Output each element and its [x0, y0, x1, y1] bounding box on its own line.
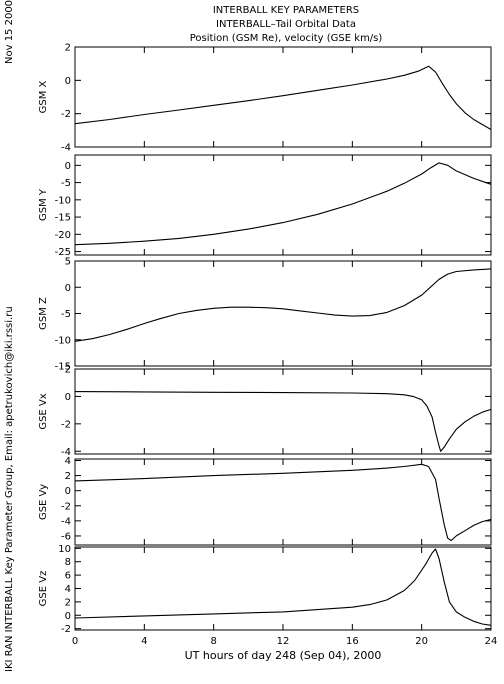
y-tick-label: -6 [61, 531, 71, 542]
y-tick-label: -20 [55, 230, 71, 241]
y-tick-label: -2 [61, 419, 71, 430]
panel-frame [74, 46, 492, 148]
y-tick-label: 0 [65, 486, 71, 497]
y-tick-label: 0 [65, 392, 71, 403]
y-axis-label: GSE Vz [38, 571, 49, 607]
y-tick-label: -2 [61, 501, 71, 512]
x-tick-label: 20 [415, 636, 428, 647]
y-tick-label: 2 [65, 471, 71, 482]
panel-4: -4 -2 0 2 GSE Vx [38, 365, 492, 458]
y-tick-label: 4 [65, 584, 71, 595]
panel-frame [74, 368, 492, 455]
y-tick-label: 10 [58, 544, 71, 555]
side-credit-label: IKI RAN INTERBALL Key Parameter Group, E… [4, 306, 15, 672]
y-tick-label: 6 [65, 571, 71, 582]
title-line-2: INTERBALL–Tail Orbital Data [216, 19, 356, 30]
y-tick-label: 2 [65, 597, 71, 608]
y-tick-label: -15 [55, 213, 71, 224]
x-tick-label: 16 [346, 636, 359, 647]
series-line-6 [74, 548, 492, 626]
y-tick-label: 0 [65, 283, 71, 294]
panel-frame [74, 260, 492, 367]
y-axis-label: GSM Z [38, 297, 49, 330]
y-tick-label: -4 [61, 447, 71, 458]
y-tick-label: 4 [65, 456, 71, 467]
y-tick-label: 0 [65, 611, 71, 622]
panel-frame [74, 458, 492, 546]
x-tick-label: 0 [72, 636, 78, 647]
panel-1: -4 -2 0 2 GSM X [38, 43, 492, 154]
x-tick-label: 8 [210, 636, 216, 647]
y-axis-label: GSM Y [38, 188, 49, 221]
y-tick-label: 5 [65, 257, 71, 268]
series-line-2 [74, 162, 492, 246]
y-tick-label: 2 [65, 43, 71, 54]
y-tick-label: -15 [55, 362, 71, 373]
series-line-1 [74, 65, 492, 130]
y-tick-label: -4 [61, 516, 71, 527]
date-stamp: Nov 15 2000 [4, 0, 15, 64]
series-line-4 [74, 391, 492, 452]
x-axis-label: UT hours of day 248 (Sep 04), 2000 [185, 649, 382, 662]
y-tick-label: -2 [61, 624, 71, 635]
y-tick-label: -5 [61, 178, 71, 189]
y-axis-label: GSM X [38, 80, 49, 113]
panel-frame [74, 154, 492, 256]
x-tick-label: 12 [277, 636, 290, 647]
y-tick-label: -10 [55, 195, 71, 206]
panel-6: -2 0 2 4 6 8 10 GSE Vz [38, 544, 492, 635]
y-axis-label: GSE Vx [38, 393, 49, 429]
y-tick-label: -25 [55, 247, 71, 258]
y-tick-label: 2 [65, 365, 71, 376]
series-line-3 [74, 268, 492, 342]
panel-2: -25 -20 -15 -10 -5 0 GSM Y [38, 154, 492, 258]
y-tick-label: -10 [55, 335, 71, 346]
y-tick-label: 0 [65, 76, 71, 87]
y-tick-label: -5 [61, 309, 71, 320]
title-line-1: INTERBALL KEY PARAMETERS [213, 5, 359, 16]
series-line-5 [74, 463, 492, 542]
y-tick-label: 8 [65, 557, 71, 568]
y-tick-label: -4 [61, 143, 71, 154]
title-line-3: Position (GSM Re), velocity (GSE km/s) [190, 33, 383, 44]
panel-5: -6 -4 -2 0 2 4 GSE Vy [38, 456, 492, 546]
y-tick-label: 0 [65, 161, 71, 172]
x-tick-label: 24 [485, 636, 498, 647]
panel-3: -15 -10 -5 0 5 GSM Z [38, 257, 492, 373]
y-tick-label: -2 [61, 109, 71, 120]
y-axis-label: GSE Vy [38, 484, 49, 520]
x-tick-label: 4 [141, 636, 147, 647]
